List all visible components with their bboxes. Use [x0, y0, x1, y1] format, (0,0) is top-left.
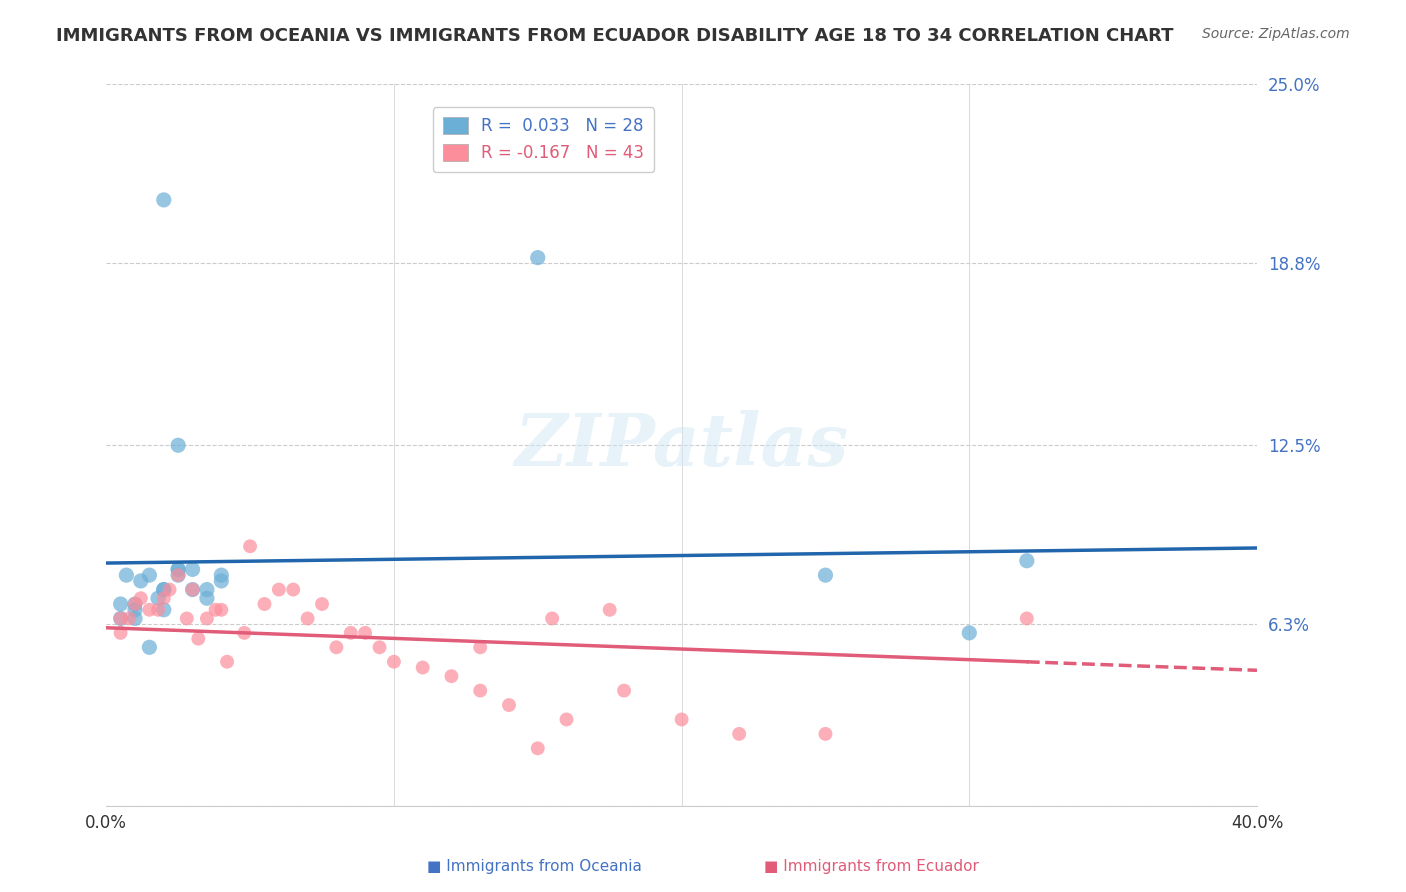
Legend: R =  0.033   N = 28, R = -0.167   N = 43: R = 0.033 N = 28, R = -0.167 N = 43 [433, 107, 654, 172]
Point [368, 640, 391, 655]
Point [181, 582, 204, 597]
Point [555, 713, 578, 727]
Point [124, 597, 146, 611]
Point [124, 603, 146, 617]
Point [110, 611, 132, 625]
Point [115, 568, 138, 582]
Point [541, 611, 564, 625]
Point [814, 568, 837, 582]
Point [110, 626, 132, 640]
Point [233, 626, 256, 640]
Point [167, 438, 190, 452]
Point [181, 562, 204, 576]
Point [152, 582, 174, 597]
Point [412, 660, 434, 674]
Point [181, 582, 204, 597]
Text: ZIPatlas: ZIPatlas [515, 409, 849, 481]
Point [195, 611, 218, 625]
Point [267, 582, 290, 597]
Point [728, 727, 751, 741]
Point [129, 591, 152, 606]
Text: ■ Immigrants from Oceania: ■ Immigrants from Oceania [427, 859, 641, 874]
Point [613, 683, 636, 698]
Point [187, 632, 209, 646]
Point [440, 669, 463, 683]
Point [124, 597, 146, 611]
Point [110, 611, 132, 625]
Point [110, 597, 132, 611]
Point [209, 603, 232, 617]
Point [253, 597, 276, 611]
Point [283, 582, 305, 597]
Point [1015, 554, 1038, 568]
Point [167, 562, 190, 576]
Point [957, 626, 980, 640]
Point [195, 582, 218, 597]
Point [209, 568, 232, 582]
Point [382, 655, 405, 669]
Text: Source: ZipAtlas.com: Source: ZipAtlas.com [1202, 27, 1350, 41]
Point [138, 603, 160, 617]
Point [814, 727, 837, 741]
Point [339, 626, 361, 640]
Point [124, 611, 146, 625]
Point [239, 539, 262, 553]
Point [470, 683, 492, 698]
Point [129, 574, 152, 588]
Point [159, 582, 181, 597]
Point [167, 568, 190, 582]
Point [470, 640, 492, 655]
Point [152, 193, 174, 207]
Point [167, 562, 190, 576]
Point [146, 603, 169, 617]
Point [526, 741, 548, 756]
Text: IMMIGRANTS FROM OCEANIA VS IMMIGRANTS FROM ECUADOR DISABILITY AGE 18 TO 34 CORRE: IMMIGRANTS FROM OCEANIA VS IMMIGRANTS FR… [56, 27, 1174, 45]
Point [152, 582, 174, 597]
Point [167, 568, 190, 582]
Point [526, 251, 548, 265]
Point [599, 603, 621, 617]
Point [671, 713, 693, 727]
Point [297, 611, 319, 625]
Point [195, 591, 218, 606]
Point [138, 640, 160, 655]
Point [176, 611, 198, 625]
Point [209, 574, 232, 588]
Point [215, 655, 238, 669]
Point [152, 591, 174, 606]
Point [146, 591, 169, 606]
Point [1015, 611, 1038, 625]
Point [138, 568, 160, 582]
Point [498, 698, 520, 712]
Point [354, 626, 377, 640]
Point [325, 640, 347, 655]
Point [118, 611, 141, 625]
Point [204, 603, 226, 617]
Text: ■ Immigrants from Ecuador: ■ Immigrants from Ecuador [765, 859, 979, 874]
Point [152, 603, 174, 617]
Point [311, 597, 333, 611]
